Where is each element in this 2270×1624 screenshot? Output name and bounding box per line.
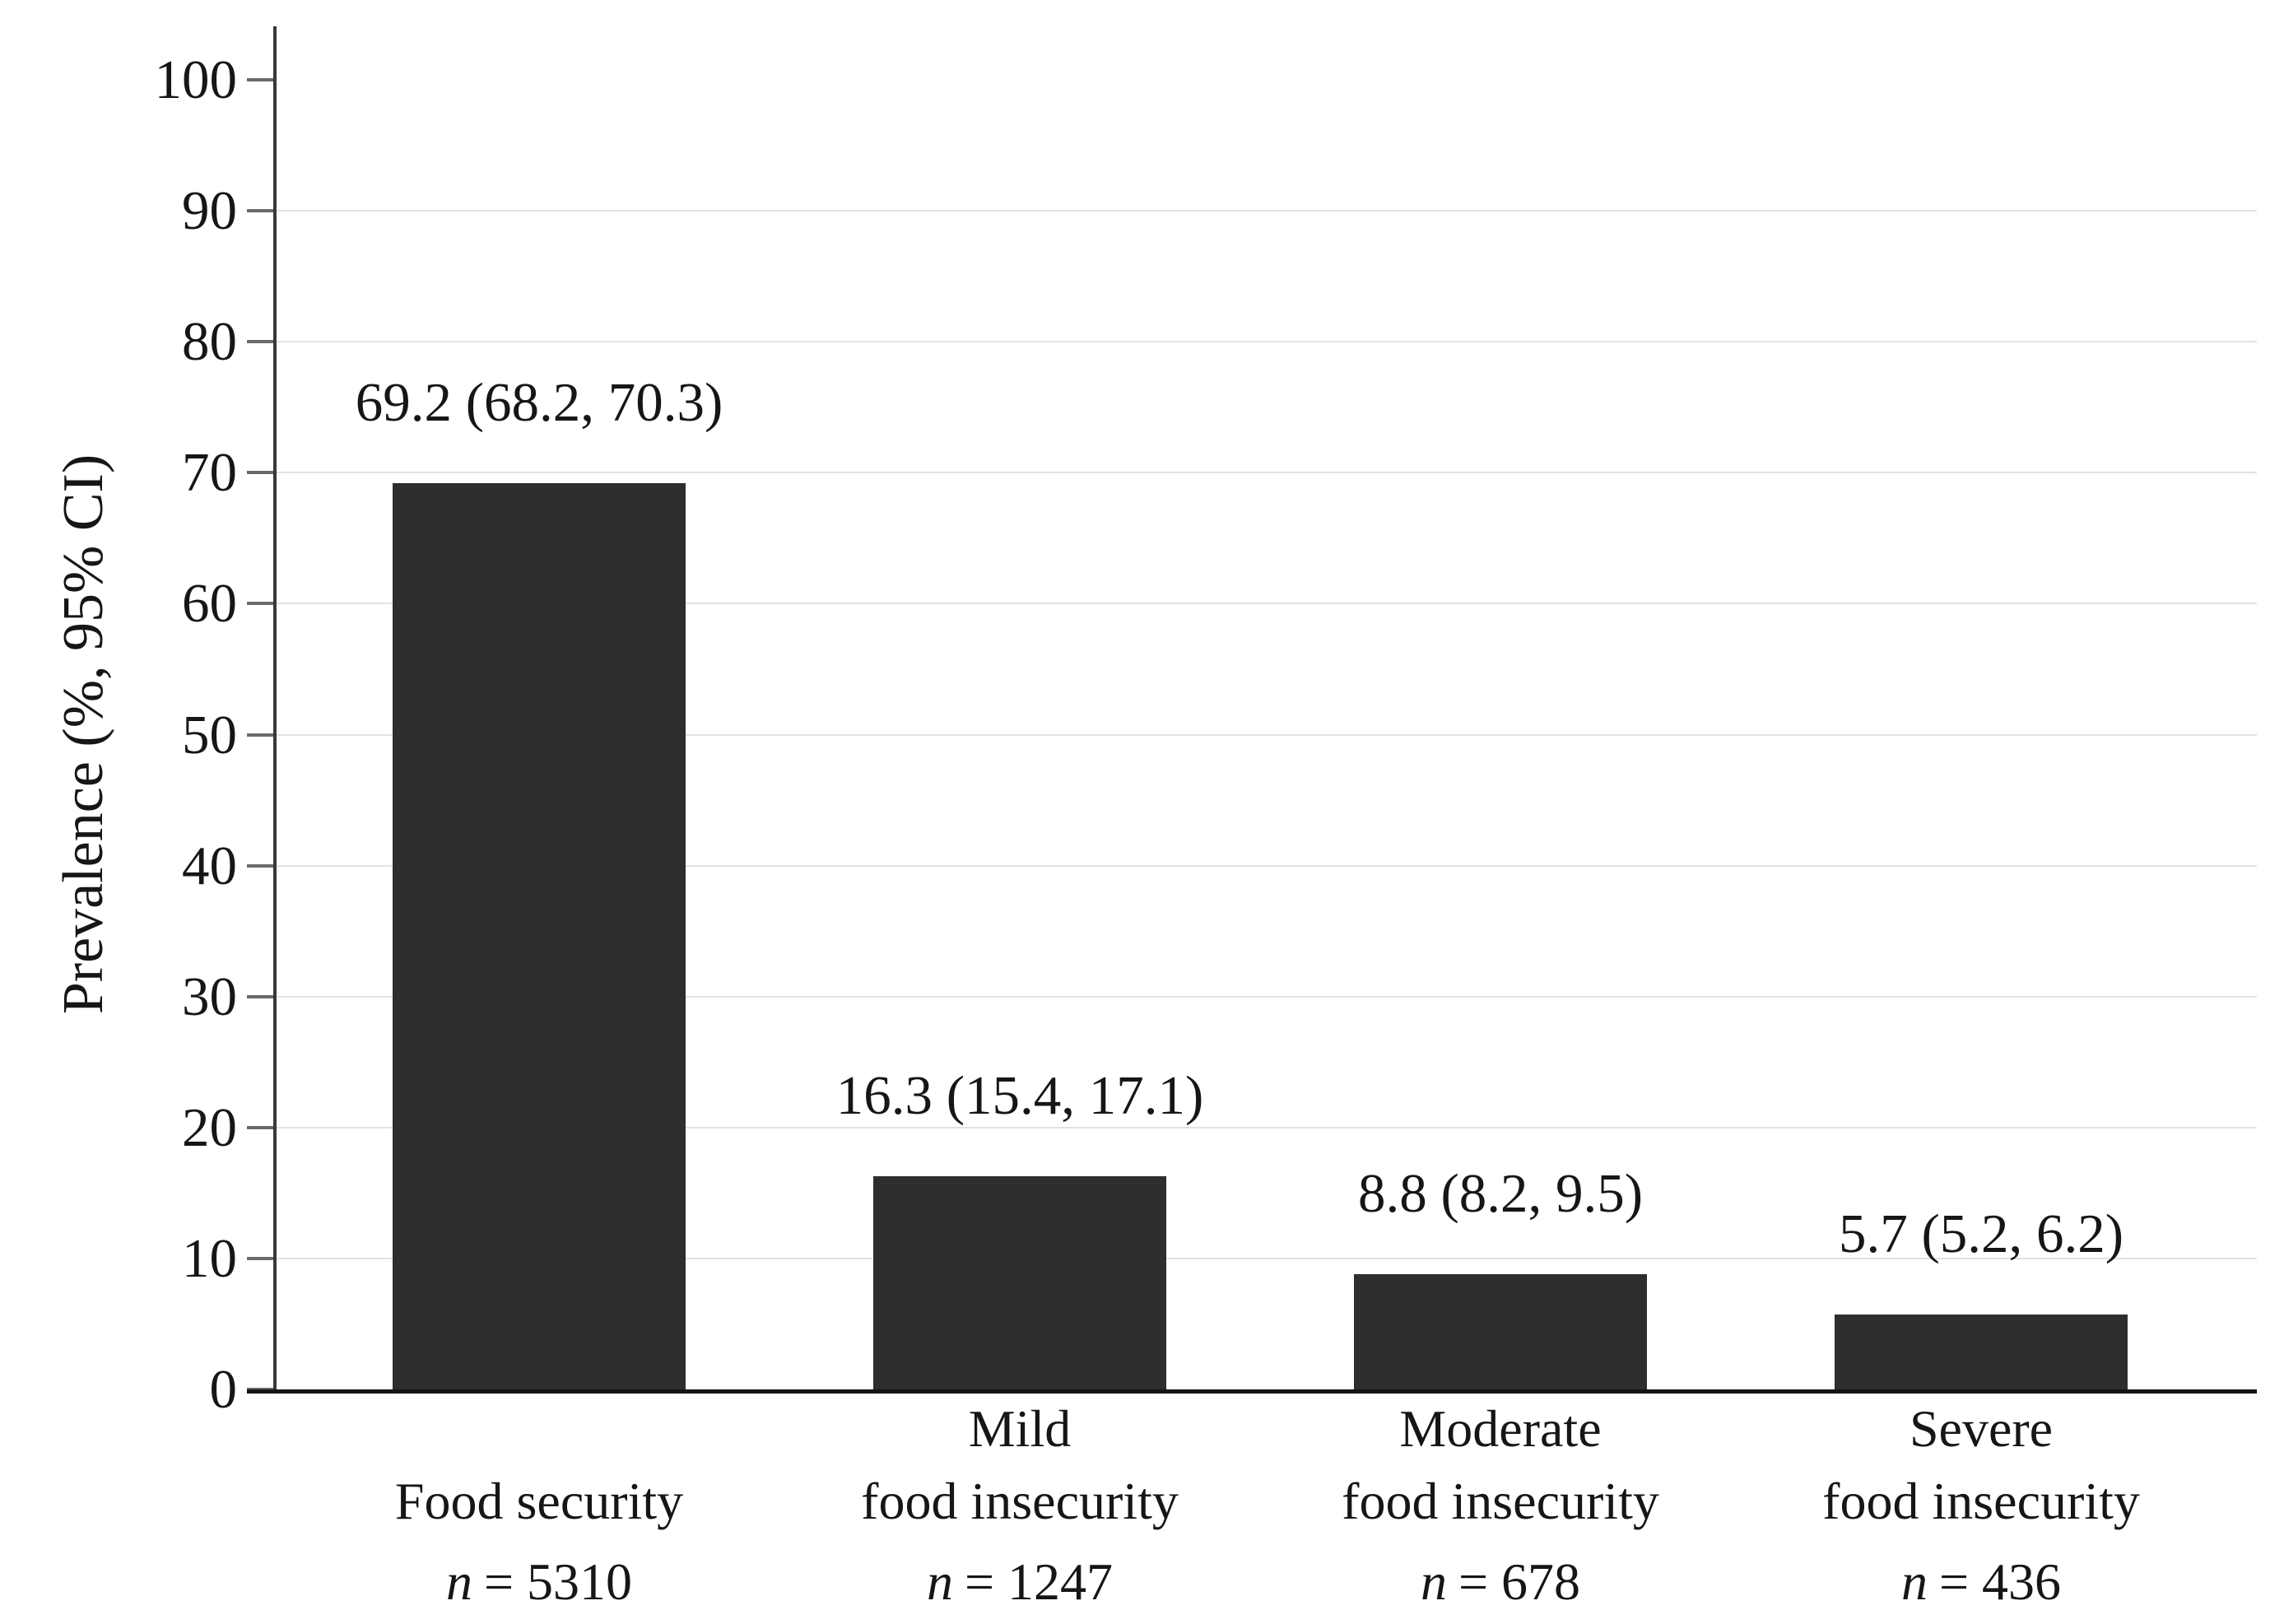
y-tick-label: 70 xyxy=(182,442,237,504)
category-label: Mild food insecurity xyxy=(756,1393,1283,1538)
category-n-label: n = 5310 xyxy=(276,1546,802,1618)
bar xyxy=(1354,1274,1647,1389)
bar xyxy=(873,1176,1166,1389)
y-gridline xyxy=(275,603,2257,605)
y-tick xyxy=(247,1256,275,1260)
category-label-line: food insecurity xyxy=(1822,1472,2140,1530)
bar-value-label: 5.7 (5.2, 6.2) xyxy=(1838,1203,2124,1264)
y-gridline xyxy=(275,341,2257,343)
y-gridline xyxy=(275,472,2257,474)
y-tick-label: 80 xyxy=(182,311,237,373)
y-tick-label: 20 xyxy=(182,1096,237,1158)
y-tick xyxy=(247,1125,275,1129)
n-italic-symbol: n xyxy=(926,1552,953,1611)
y-tick xyxy=(247,471,275,475)
category-label-line: Food security xyxy=(394,1472,684,1530)
y-tick-label: 60 xyxy=(182,573,237,635)
y-gridline xyxy=(275,864,2257,867)
y-gridline xyxy=(275,1126,2257,1128)
bar-value-label: 8.8 (8.2, 9.5) xyxy=(1357,1163,1644,1224)
category-label: Moderate food insecurity xyxy=(1237,1393,1764,1538)
y-gridline xyxy=(275,733,2257,736)
n-italic-symbol: n xyxy=(1900,1552,1928,1611)
y-gridline xyxy=(275,1257,2257,1259)
bar-value-label: 69.2 (68.2, 70.3) xyxy=(355,372,723,433)
n-italic-symbol: n xyxy=(445,1552,472,1611)
bar xyxy=(393,483,686,1389)
y-gridline xyxy=(275,995,2257,998)
category-label-line: food insecurity xyxy=(861,1472,1179,1530)
y-tick-label: 90 xyxy=(182,180,237,242)
y-axis-line xyxy=(273,26,277,1394)
y-tick xyxy=(247,78,275,81)
n-value-text: = 5310 xyxy=(483,1552,633,1611)
category-n-label: n = 678 xyxy=(1237,1546,1764,1618)
y-tick xyxy=(247,602,275,606)
y-tick xyxy=(247,863,275,868)
y-tick-label: 50 xyxy=(182,704,237,765)
category-n-label: n = 436 xyxy=(1718,1546,2244,1618)
y-tick xyxy=(247,733,275,737)
n-value-text: = 1247 xyxy=(964,1552,1114,1611)
y-tick xyxy=(247,209,275,213)
y-tick xyxy=(247,340,275,344)
bar-value-label: 16.3 (15.4, 17.1) xyxy=(835,1065,1204,1126)
y-tick-label: 40 xyxy=(182,835,237,896)
category-label-line: Severe xyxy=(1909,1399,2054,1458)
n-value-text: = 678 xyxy=(1458,1552,1581,1611)
n-italic-symbol: n xyxy=(1420,1552,1447,1611)
y-tick-label: 100 xyxy=(154,49,238,110)
y-tick-label: 30 xyxy=(182,966,237,1027)
y-tick-label: 0 xyxy=(209,1359,238,1420)
y-tick-label: 10 xyxy=(182,1227,237,1289)
y-gridline xyxy=(275,210,2257,212)
category-label: Food security xyxy=(276,1465,802,1538)
category-label-line: Mild xyxy=(968,1399,1072,1458)
bar xyxy=(1835,1315,2128,1389)
category-label-line: Moderate xyxy=(1399,1399,1602,1458)
x-axis-line xyxy=(247,1389,2257,1394)
category-n-label: n = 1247 xyxy=(756,1546,1283,1618)
n-value-text: = 436 xyxy=(1938,1552,2062,1611)
category-label: Severe food insecurity xyxy=(1718,1393,2244,1538)
category-label-line: food insecurity xyxy=(1342,1472,1659,1530)
y-tick xyxy=(247,994,275,998)
